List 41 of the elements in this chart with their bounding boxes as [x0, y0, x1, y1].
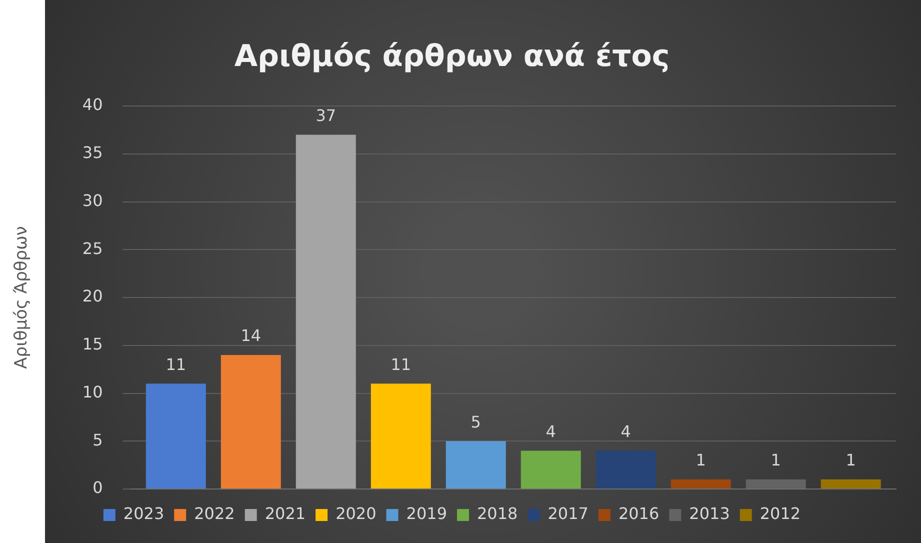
- data-label: 11: [390, 354, 412, 374]
- legend-label: 2018: [477, 504, 518, 524]
- chart-title: Αριθμός άρθρων ανά έτος: [234, 38, 670, 74]
- y-tick-label: 5: [92, 430, 103, 450]
- data-label: 14: [240, 326, 262, 346]
- bar: [296, 134, 356, 488]
- y-tick-label: 30: [82, 190, 103, 210]
- legend-label: 2016: [618, 504, 660, 524]
- y-tick-label: 20: [82, 286, 103, 306]
- y-tick-label: 10: [82, 382, 103, 402]
- bar: [146, 384, 206, 488]
- y-tick-label: 40: [82, 95, 103, 114]
- data-label: 37: [316, 106, 336, 125]
- bar: [520, 450, 581, 488]
- data-label: 1: [770, 450, 781, 470]
- legend-label: 2021: [264, 504, 306, 524]
- data-label: 1: [696, 450, 706, 470]
- bar: [670, 479, 731, 488]
- bar: [370, 384, 431, 488]
- y-axis-title: Αριθμός Άρθρων: [12, 226, 32, 369]
- bar: [446, 441, 506, 488]
- y-tick-label: 35: [82, 143, 103, 162]
- data-label: 4: [546, 422, 556, 441]
- bar: [220, 354, 281, 488]
- legend-label: 2020: [336, 504, 376, 524]
- y-tick-label: 15: [82, 334, 103, 354]
- bar: [596, 450, 656, 488]
- y-tick-label: 25: [82, 238, 103, 258]
- bar: [820, 479, 881, 488]
- legend-label: 2017: [548, 504, 588, 524]
- legend-label: 2019: [406, 504, 447, 524]
- legend-label: 2022: [194, 504, 235, 524]
- data-label: 4: [620, 422, 631, 441]
- legend-label: 2023: [123, 504, 164, 524]
- legend-label: 2013: [689, 504, 730, 524]
- bar: [746, 479, 806, 488]
- data-label: 1: [846, 450, 856, 470]
- legend-label: 2012: [760, 504, 801, 524]
- data-label: 11: [166, 354, 186, 374]
- data-label: 5: [470, 412, 481, 432]
- y-tick-label: 0: [92, 478, 103, 498]
